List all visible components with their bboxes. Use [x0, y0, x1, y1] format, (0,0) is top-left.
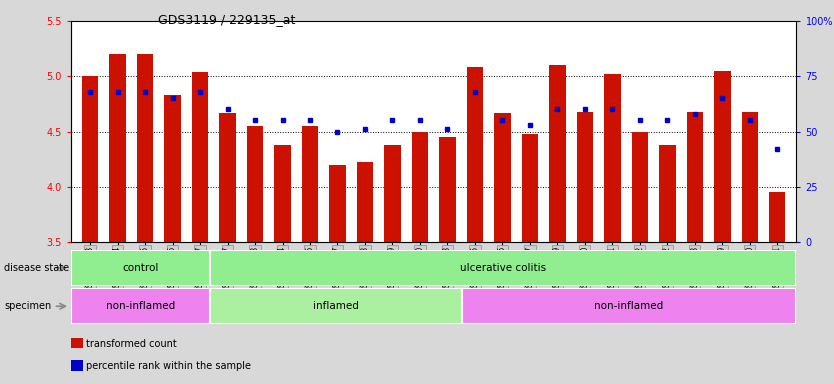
Text: ulcerative colitis: ulcerative colitis — [460, 263, 546, 273]
Bar — [109, 54, 126, 242]
Bar — [137, 54, 153, 242]
Bar — [631, 132, 648, 242]
Text: transformed count: transformed count — [86, 339, 177, 349]
Text: GDS3119 / 229135_at: GDS3119 / 229135_at — [158, 13, 296, 26]
Bar — [384, 145, 400, 242]
Text: percentile rank within the sample: percentile rank within the sample — [86, 361, 251, 371]
Bar — [686, 112, 703, 242]
Bar — [82, 76, 98, 242]
Bar — [461, 288, 796, 324]
Bar — [192, 72, 208, 242]
Bar — [302, 126, 319, 242]
Bar — [521, 134, 538, 242]
Bar — [71, 288, 210, 324]
Bar — [219, 113, 236, 242]
Bar — [494, 113, 510, 242]
Bar — [659, 145, 676, 242]
Bar — [412, 132, 428, 242]
Text: non-inflamed: non-inflamed — [595, 301, 664, 311]
Bar — [467, 68, 483, 242]
Text: control: control — [123, 263, 158, 273]
Text: non-inflamed: non-inflamed — [106, 301, 175, 311]
Bar — [604, 74, 620, 242]
Bar — [210, 250, 796, 286]
Bar — [549, 65, 565, 242]
Bar — [357, 162, 373, 242]
Bar — [71, 250, 210, 286]
Bar — [329, 165, 346, 242]
Text: specimen: specimen — [4, 301, 52, 311]
Bar — [714, 71, 731, 242]
Bar — [769, 192, 786, 242]
Bar — [247, 126, 264, 242]
Bar — [741, 112, 758, 242]
Bar — [274, 145, 291, 242]
Text: inflamed: inflamed — [313, 301, 359, 311]
Bar — [576, 112, 593, 242]
Bar — [210, 288, 461, 324]
Text: disease state: disease state — [4, 263, 69, 273]
Bar — [440, 137, 455, 242]
Bar — [164, 95, 181, 242]
